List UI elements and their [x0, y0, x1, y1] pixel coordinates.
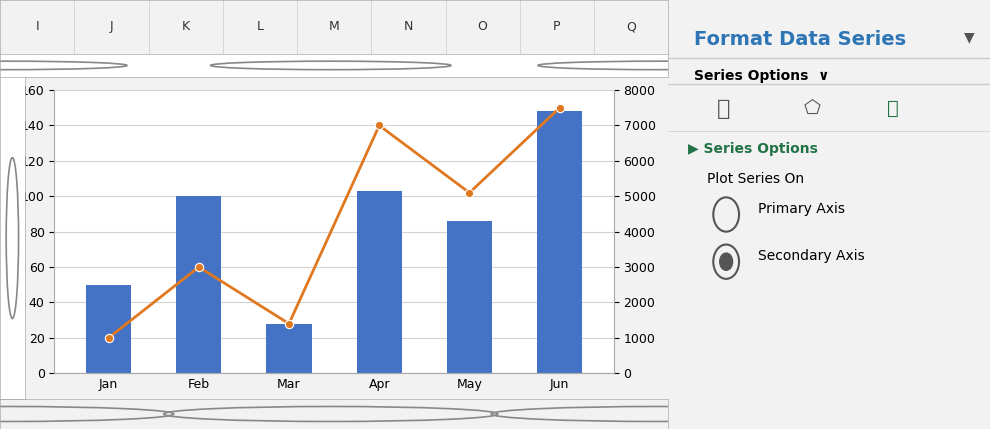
Bar [538, 111, 582, 373]
Text: M: M [329, 20, 340, 33]
Text: 📊: 📊 [887, 99, 899, 118]
Text: O: O [478, 20, 487, 33]
Text: ▼: ▼ [964, 30, 975, 44]
Bar [356, 191, 402, 373]
Bar [446, 221, 492, 373]
Text: ▶ Series Options: ▶ Series Options [687, 142, 818, 156]
Text: J: J [110, 20, 113, 33]
Text: Primary Axis: Primary Axis [758, 202, 845, 216]
Legend: Units Sold, Total Transaction: Units Sold, Total Transaction [211, 423, 457, 429]
Bar [176, 196, 222, 373]
Text: N: N [404, 20, 413, 33]
Text: Format Data Series: Format Data Series [694, 30, 906, 49]
Circle shape [720, 253, 733, 270]
Text: I: I [36, 20, 39, 33]
Bar [86, 285, 131, 373]
Text: Series Options  ∨: Series Options ∨ [694, 69, 830, 83]
Bar [266, 323, 312, 373]
Text: L: L [256, 20, 263, 33]
Text: ⬠: ⬠ [804, 99, 821, 118]
Text: K: K [181, 20, 190, 33]
Text: Secondary Axis: Secondary Axis [758, 249, 865, 263]
Text: Plot Series On: Plot Series On [707, 172, 804, 186]
Text: 🖌: 🖌 [717, 99, 730, 119]
Text: Q: Q [627, 20, 636, 33]
Text: P: P [553, 20, 560, 33]
